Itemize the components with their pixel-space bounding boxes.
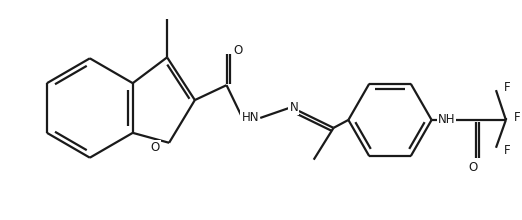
Text: F: F	[504, 81, 511, 94]
Text: O: O	[233, 44, 243, 57]
Text: N: N	[290, 101, 298, 114]
Text: HN: HN	[242, 112, 259, 125]
Text: O: O	[469, 161, 478, 174]
Text: O: O	[151, 141, 160, 154]
Text: F: F	[504, 144, 511, 157]
Text: NH: NH	[438, 114, 455, 126]
Text: F: F	[514, 112, 520, 125]
